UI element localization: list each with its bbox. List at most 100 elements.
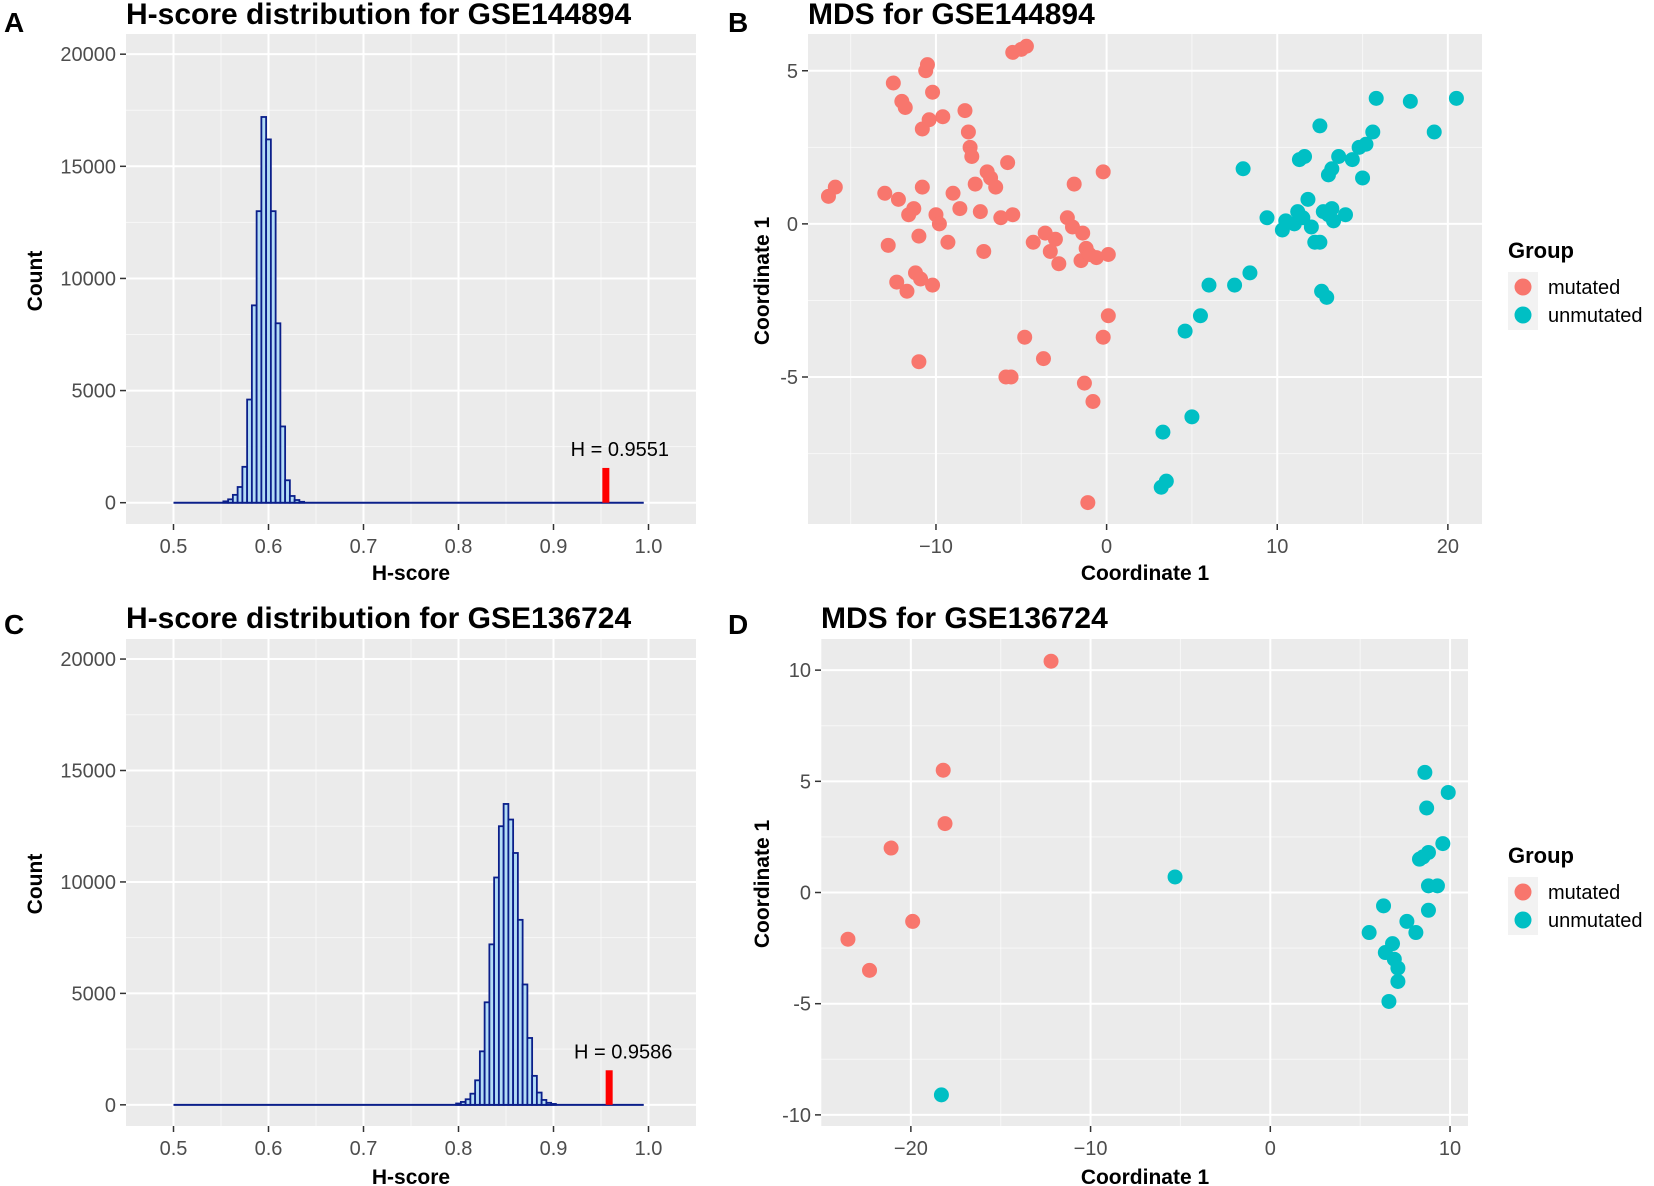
chart-title: H-score distribution for GSE136724 [126,602,631,635]
point-unmutated [1355,170,1371,186]
x-axis: −20 −10 0 10 [894,1126,1461,1160]
y-tick-label: 10 [789,660,811,682]
y-axis-label: Coordinate 1 [751,217,774,346]
point-mutated [931,216,947,232]
scatter-points [840,653,1456,1103]
y-axis: -10 -5 0 5 10 [782,660,821,1127]
point-mutated [899,283,915,299]
x-axis-label: Coordinate 1 [1081,562,1210,585]
point-unmutated [1331,149,1347,164]
point-mutated [935,109,951,125]
point-mutated [1018,38,1034,54]
point-unmutated [1390,973,1406,989]
y-axis: -5 0 5 [780,61,808,389]
x-axis-label: H-score [372,562,450,585]
observed-h-marker [602,467,610,503]
panel-letter-a: A [4,7,24,38]
point-mutated [919,57,935,73]
x-axis: 0.5 0.6 0.7 0.8 0.9 1.0 [160,524,662,558]
point-mutated [967,176,983,192]
grid-lines [126,639,696,1126]
point-mutated [914,179,930,195]
point-mutated [911,354,927,370]
point-mutated [880,237,896,253]
panel-letter-d: D [728,609,748,640]
point-mutated [877,185,893,201]
point-mutated [935,762,951,778]
histogram-bar [526,1037,534,1106]
point-mutated [1035,351,1051,367]
point-mutated [998,369,1014,385]
x-tick-label: −10 [1074,1138,1108,1160]
y-tick-label: 10000 [60,268,116,290]
x-tick-label: 0.9 [540,1138,568,1160]
y-tick-label: 5000 [72,381,117,403]
point-unmutated [1167,869,1183,885]
legend: Group mutated unmutated [1508,843,1643,935]
point-mutated [889,274,905,290]
point-mutated [1043,653,1059,669]
point-mutated [976,243,992,259]
x-tick-label: 0.5 [160,1138,188,1160]
point-unmutated [1429,878,1445,894]
point-mutated [862,962,878,978]
point-unmutated [1420,902,1436,918]
point-mutated [925,277,941,293]
x-tick-label: 20 [1437,536,1459,558]
x-tick-label: 10 [1439,1138,1461,1160]
point-unmutated [1300,191,1316,207]
point-unmutated [1417,764,1433,780]
point-unmutated [1155,424,1171,440]
point-unmutated [1361,925,1377,941]
legend-title: Group [1508,843,1574,868]
point-mutated [1076,375,1092,391]
point-mutated [1100,308,1116,324]
histogram-bar [531,1074,538,1106]
x-tick-label: 0.6 [255,536,283,558]
point-mutated [906,201,922,217]
observed-marker-group: H = 0.9551 [571,439,669,503]
point-unmutated [1385,936,1401,952]
point-mutated [945,185,961,201]
point-unmutated [1448,90,1464,106]
point-mutated [1075,225,1091,241]
histogram-bar [279,425,287,504]
legend-title: Group [1508,238,1574,263]
y-tick-label: 15000 [60,156,116,178]
point-mutated [1042,243,1058,259]
observed-h-marker [605,1070,613,1105]
legend-key-unmutated [1514,911,1532,929]
point-unmutated [1402,93,1418,109]
x-axis-label: Coordinate 1 [1081,1166,1210,1186]
point-mutated [1095,329,1111,345]
observed-h-label: H = 0.9586 [574,1041,672,1063]
x-axis: −10 0 10 20 [919,524,1459,558]
panel-b-mds: MDS for GSE144894 −10 0 10 20 -5 0 5 Coordina… [751,0,1643,585]
point-unmutated [1408,925,1424,941]
y-axis: 0 5000 10000 15000 20000 [60,44,126,515]
histogram-bar [274,322,282,504]
y-tick-label: 15000 [60,761,116,783]
x-tick-label: 0.7 [350,1138,378,1160]
point-mutated [890,191,906,207]
x-axis-label: H-score [372,1166,450,1186]
point-unmutated [1319,289,1335,305]
point-mutated [1000,155,1016,171]
point-unmutated [1158,473,1174,489]
x-tick-label: 0 [1265,1138,1276,1160]
chart-title: MDS for GSE136724 [821,602,1108,635]
point-mutated [1095,164,1111,180]
point-unmutated [1324,161,1340,177]
point-unmutated [1344,152,1360,168]
point-mutated [952,201,968,217]
histogram-bar [284,479,291,504]
point-unmutated [1399,913,1415,929]
y-tick-label: 0 [105,1095,116,1117]
x-axis: 0.5 0.6 0.7 0.8 0.9 1.0 [160,1126,662,1160]
point-mutated [940,234,956,250]
point-mutated [925,84,941,100]
x-tick-label: 0 [1101,536,1112,558]
point-unmutated [1192,308,1208,324]
point-mutated [957,103,973,119]
